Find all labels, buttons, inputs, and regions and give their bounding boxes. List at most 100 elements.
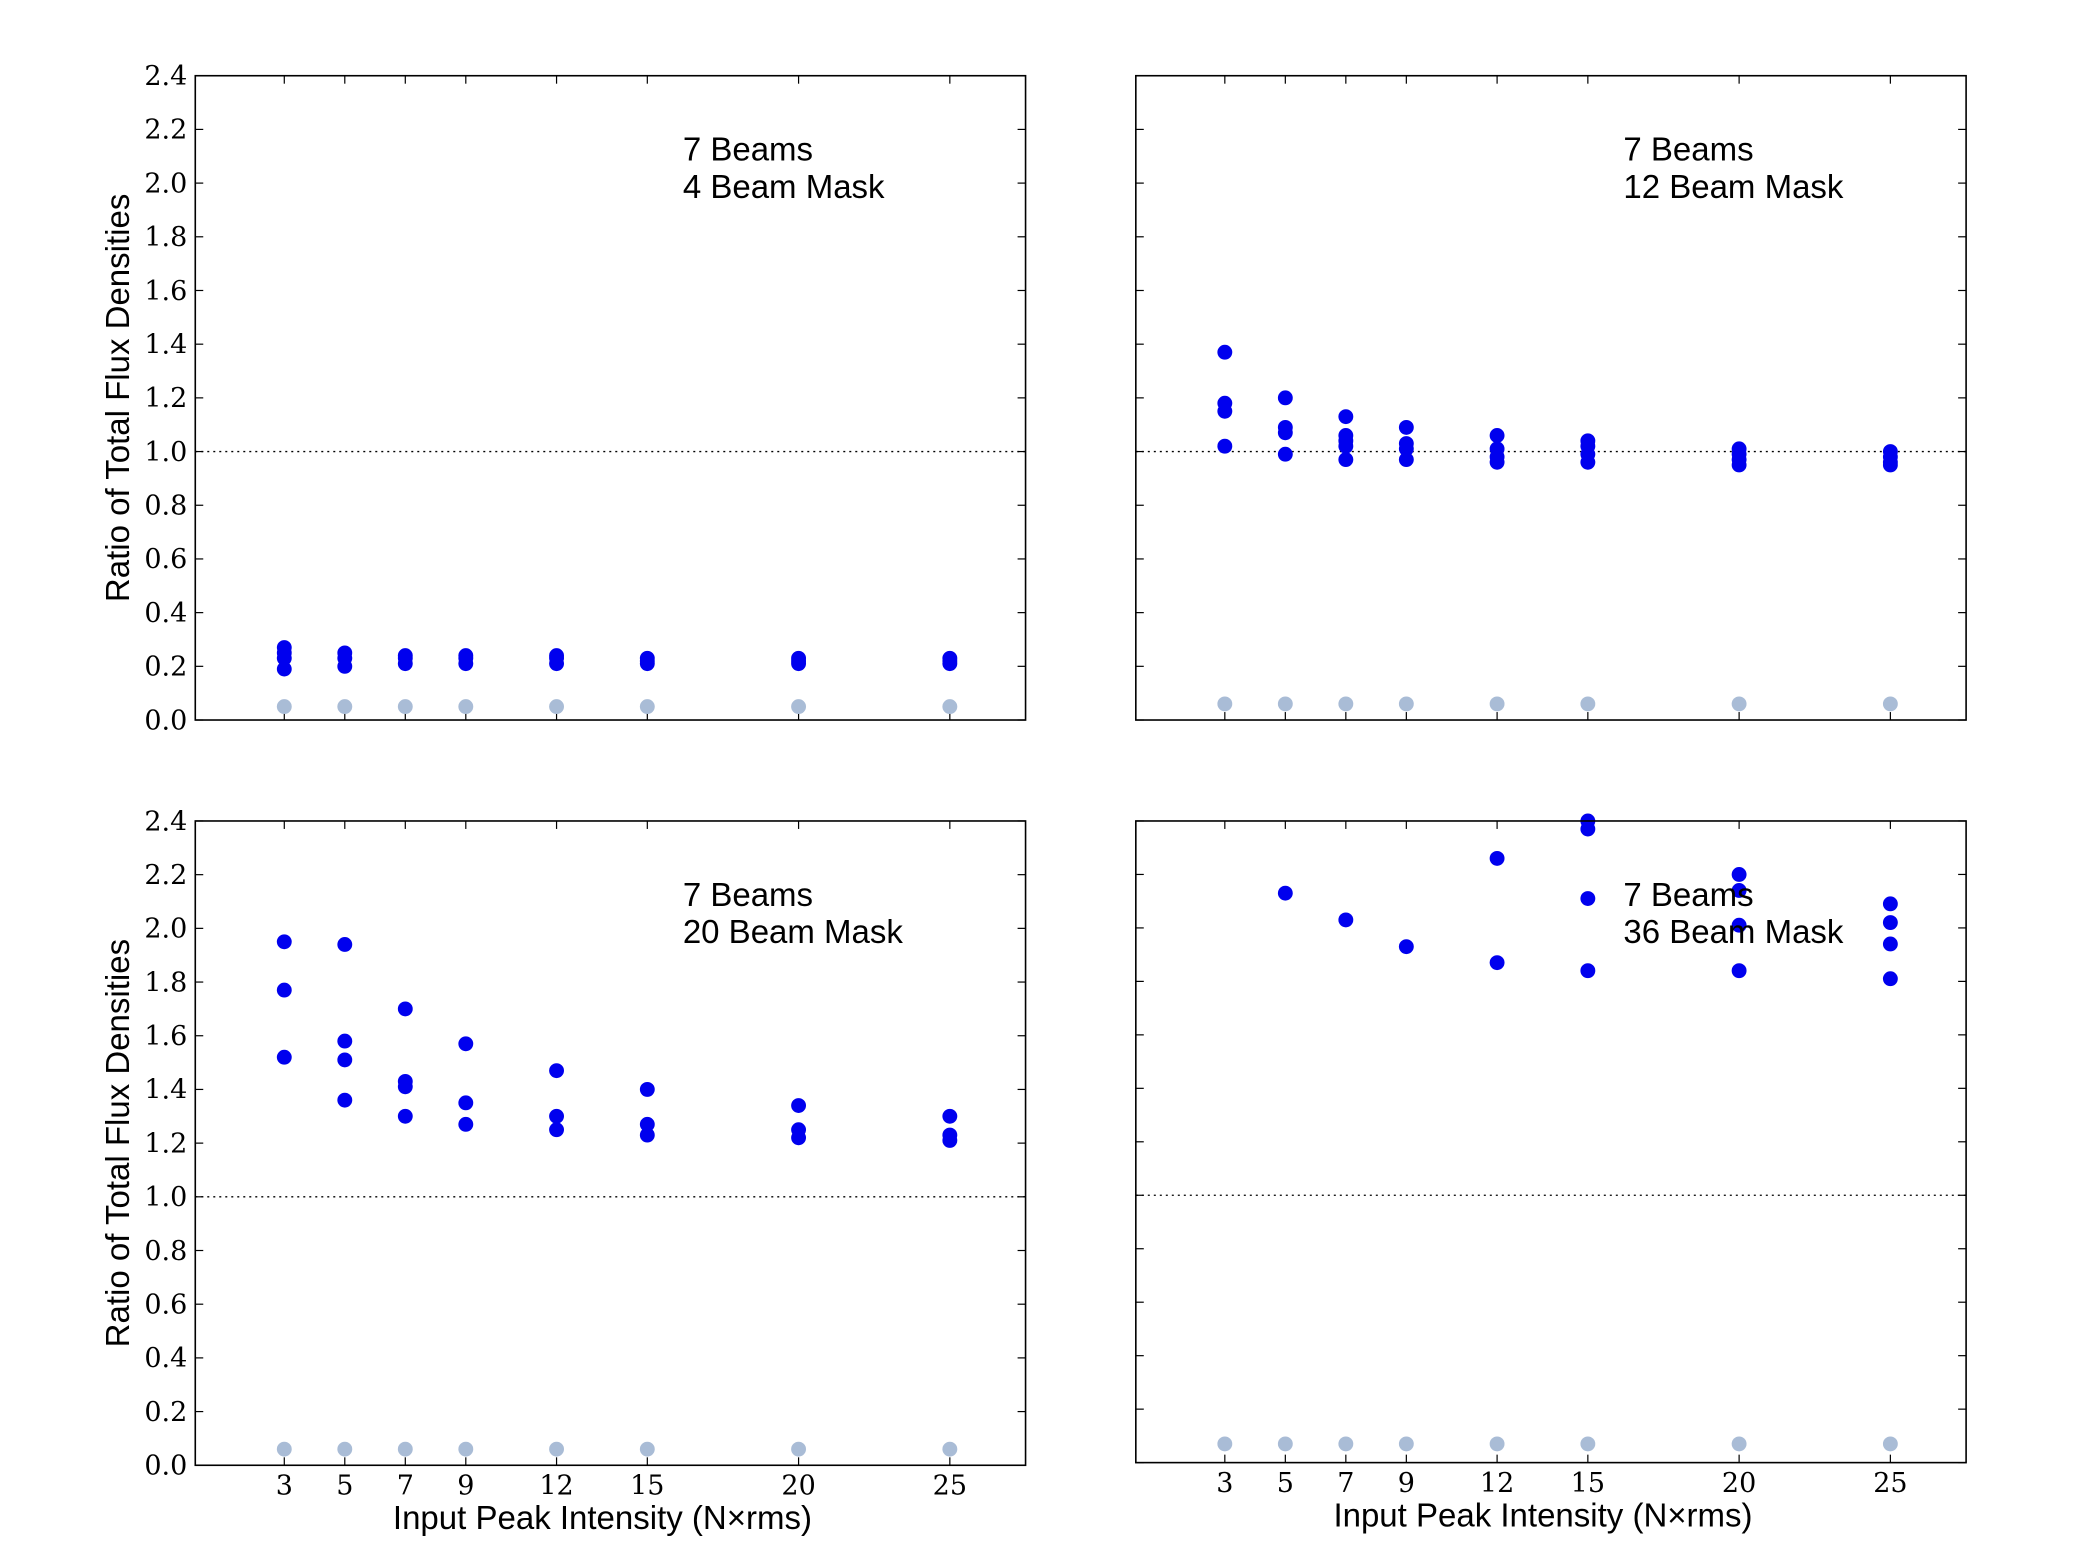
data-point — [1882, 915, 1898, 931]
y-tick-label: 0.0 — [144, 705, 187, 736]
baseline-point — [1731, 696, 1747, 712]
data-point — [1489, 454, 1505, 470]
y-tick-label: 1.0 — [144, 1182, 187, 1213]
data-point — [1489, 850, 1505, 866]
y-tick-label: 1.2 — [144, 1128, 187, 1159]
y-tick-label: 1.0 — [144, 437, 187, 468]
x-tick-label: 3 — [1216, 1468, 1233, 1499]
baseline-point — [549, 1441, 564, 1457]
y-tick-label: 1.4 — [144, 329, 187, 360]
baseline-point — [337, 1441, 353, 1457]
data-point — [1277, 446, 1293, 462]
y-tick-label: 1.6 — [144, 1021, 187, 1052]
axes-frame — [194, 74, 1027, 721]
x-axis-label: Input Peak Intensity (N×rms) — [1333, 1496, 1752, 1533]
x-tick-label: 9 — [1398, 1468, 1415, 1499]
baseline-point — [1398, 696, 1414, 712]
data-point — [1338, 912, 1354, 928]
x-tick-label: 25 — [933, 1470, 967, 1501]
data-point — [1580, 891, 1596, 906]
y-tick-label: 0.4 — [144, 1343, 187, 1374]
x-tick-label: 25 — [1873, 1468, 1907, 1499]
data-point — [1489, 955, 1505, 971]
y-tick-label: 2.4 — [144, 61, 187, 92]
x-tick-label: 12 — [539, 1470, 573, 1501]
baseline-point — [1398, 1436, 1414, 1452]
baseline-point — [1217, 696, 1233, 712]
data-point — [639, 1081, 655, 1097]
data-point — [1217, 344, 1233, 360]
data-point — [1217, 403, 1233, 419]
x-tick-label: 9 — [457, 1470, 474, 1501]
data-point — [1731, 963, 1747, 979]
data-point — [1580, 963, 1596, 979]
baseline-point — [458, 699, 474, 715]
baseline-point — [397, 1441, 413, 1457]
baseline-point — [942, 1441, 958, 1457]
data-point — [397, 1079, 413, 1095]
data-point — [639, 1127, 655, 1143]
data-point — [1580, 821, 1596, 837]
y-tick-label: 1.4 — [144, 1075, 187, 1106]
baseline-point — [942, 699, 958, 715]
baseline-point — [1489, 696, 1505, 712]
baseline-point — [639, 699, 655, 715]
x-tick-label: 5 — [1277, 1468, 1294, 1499]
x-tick-label: 5 — [336, 1470, 353, 1501]
data-point — [397, 656, 413, 672]
annotation-text: 7 Beams — [683, 876, 813, 913]
data-point — [1882, 936, 1898, 952]
baseline-point — [1731, 1436, 1747, 1452]
y-tick-label: 0.8 — [144, 1236, 187, 1267]
data-point — [458, 656, 474, 672]
data-point — [397, 1001, 413, 1017]
baseline-point — [791, 699, 807, 715]
data-point — [1277, 425, 1293, 441]
y-tick-label: 2.0 — [144, 914, 187, 945]
data-point — [458, 1095, 474, 1111]
data-point — [1731, 457, 1747, 473]
data-point — [791, 1098, 807, 1113]
data-point — [276, 982, 292, 998]
y-tick-label: 2.4 — [144, 806, 187, 837]
data-point — [337, 937, 353, 952]
y-axis-label: Ratio of Total Flux Densities — [99, 939, 136, 1347]
baseline-point — [1338, 696, 1354, 712]
y-tick-label: 0.0 — [144, 1451, 187, 1482]
data-point — [276, 1049, 292, 1065]
data-point — [276, 934, 292, 950]
data-point — [1338, 438, 1354, 454]
data-point — [1338, 452, 1354, 468]
baseline-point — [549, 699, 564, 715]
data-point — [1398, 441, 1414, 457]
data-point — [1489, 428, 1505, 443]
data-point — [1580, 454, 1596, 470]
annotation-text: 7 Beams — [683, 131, 813, 168]
y-tick-label: 0.8 — [144, 491, 187, 522]
data-point — [791, 1130, 807, 1146]
baseline-point — [1277, 696, 1293, 712]
baseline-point — [337, 699, 353, 715]
x-axis-label: Input Peak Intensity (N×rms) — [393, 1499, 812, 1536]
annotation-text: 20 Beam Mask — [683, 913, 904, 950]
baseline-point — [1882, 1436, 1898, 1452]
baseline-point — [276, 1441, 292, 1457]
baseline-point — [1489, 1436, 1505, 1452]
panel-1: 0.0 0.2 0.4 0.6 0.8 1.0 1.2 1.4 1.6 1.8 2.0 2.2 2.4 7… — [99, 61, 1027, 736]
baseline-point — [276, 699, 292, 715]
data-point — [397, 1108, 413, 1124]
y-tick-label: 2.0 — [144, 168, 187, 199]
baseline-point — [791, 1441, 807, 1457]
axes-frame — [1135, 820, 1967, 1464]
baseline-point — [1580, 1436, 1596, 1452]
data-point — [1882, 457, 1898, 473]
data-point — [276, 650, 292, 666]
data-point — [1277, 885, 1293, 901]
baseline-point — [1277, 1436, 1293, 1452]
y-axis-label: Ratio of Total Flux Densities — [99, 194, 136, 602]
data-point — [337, 1033, 353, 1049]
data-point — [458, 1116, 474, 1132]
